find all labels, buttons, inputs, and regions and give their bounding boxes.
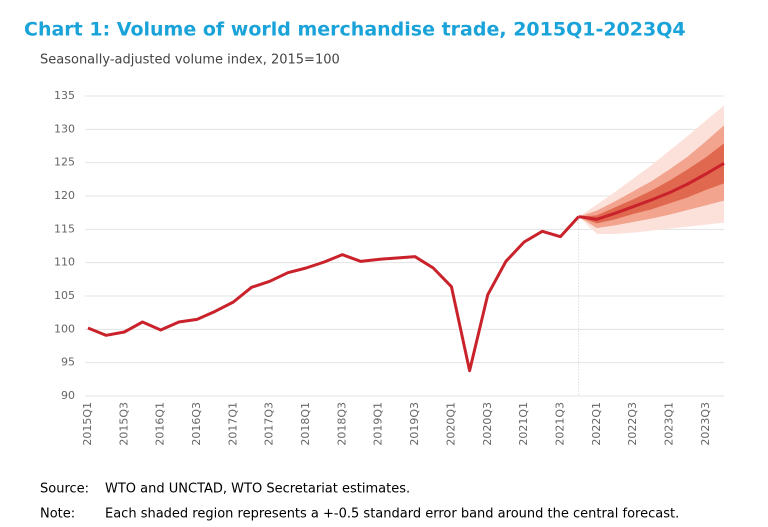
- x-tick-label: 2022Q1: [590, 402, 603, 446]
- y-tick-label: 110: [54, 256, 75, 269]
- source: WTO and UNCTAD, WTO Secretariat estimate…: [105, 482, 410, 497]
- data-line: [578, 162, 725, 221]
- x-tick-label: 2016Q1: [154, 402, 167, 446]
- x-tick-label: 2018Q3: [335, 402, 348, 446]
- y-tick-label: 100: [54, 322, 75, 335]
- x-tick-label: 2021Q1: [517, 402, 530, 446]
- x-tick-label: 2020Q1: [444, 402, 457, 446]
- y-tick-label: 125: [54, 156, 75, 169]
- x-tick-label: 2015Q3: [117, 402, 130, 446]
- x-tick-label: 2019Q1: [372, 402, 385, 446]
- x-tick-label: 2022Q3: [626, 402, 639, 446]
- y-tick-label: 90: [61, 389, 75, 402]
- note: Each shaded region represents a +-0.5 st…: [105, 507, 679, 522]
- x-tick-label: 2017Q1: [226, 402, 239, 446]
- x-tick-label: 2023Q3: [699, 402, 712, 446]
- y-tick-label: 120: [54, 189, 75, 202]
- data-line: [87, 215, 580, 373]
- note-label: Note:: [40, 507, 75, 522]
- forecast-band: [578, 125, 724, 228]
- y-tick-label: 130: [54, 122, 75, 135]
- source-label: Source:: [40, 482, 89, 497]
- chart-subtitle: Seasonally-adjusted volume index, 2015=1…: [40, 53, 340, 68]
- x-tick-label: 2017Q3: [263, 402, 276, 446]
- y-tick-label: 95: [61, 356, 75, 369]
- x-tick-label: 2016Q3: [190, 402, 203, 446]
- forecast-band: [578, 143, 724, 224]
- x-tick-label: 2015Q1: [81, 402, 94, 446]
- x-tick-label: 2020Q3: [481, 402, 494, 446]
- y-tick-label: 135: [54, 89, 75, 102]
- x-tick-label: 2021Q3: [553, 402, 566, 446]
- x-tick-label: 2023Q1: [662, 402, 675, 446]
- x-tick-label: 2018Q1: [299, 402, 312, 446]
- x-tick-label: 2019Q3: [408, 402, 421, 446]
- chart-title: Chart 1: Volume of world merchandise tra…: [24, 19, 686, 41]
- y-tick-label: 115: [54, 222, 75, 235]
- y-tick-label: 105: [54, 289, 75, 302]
